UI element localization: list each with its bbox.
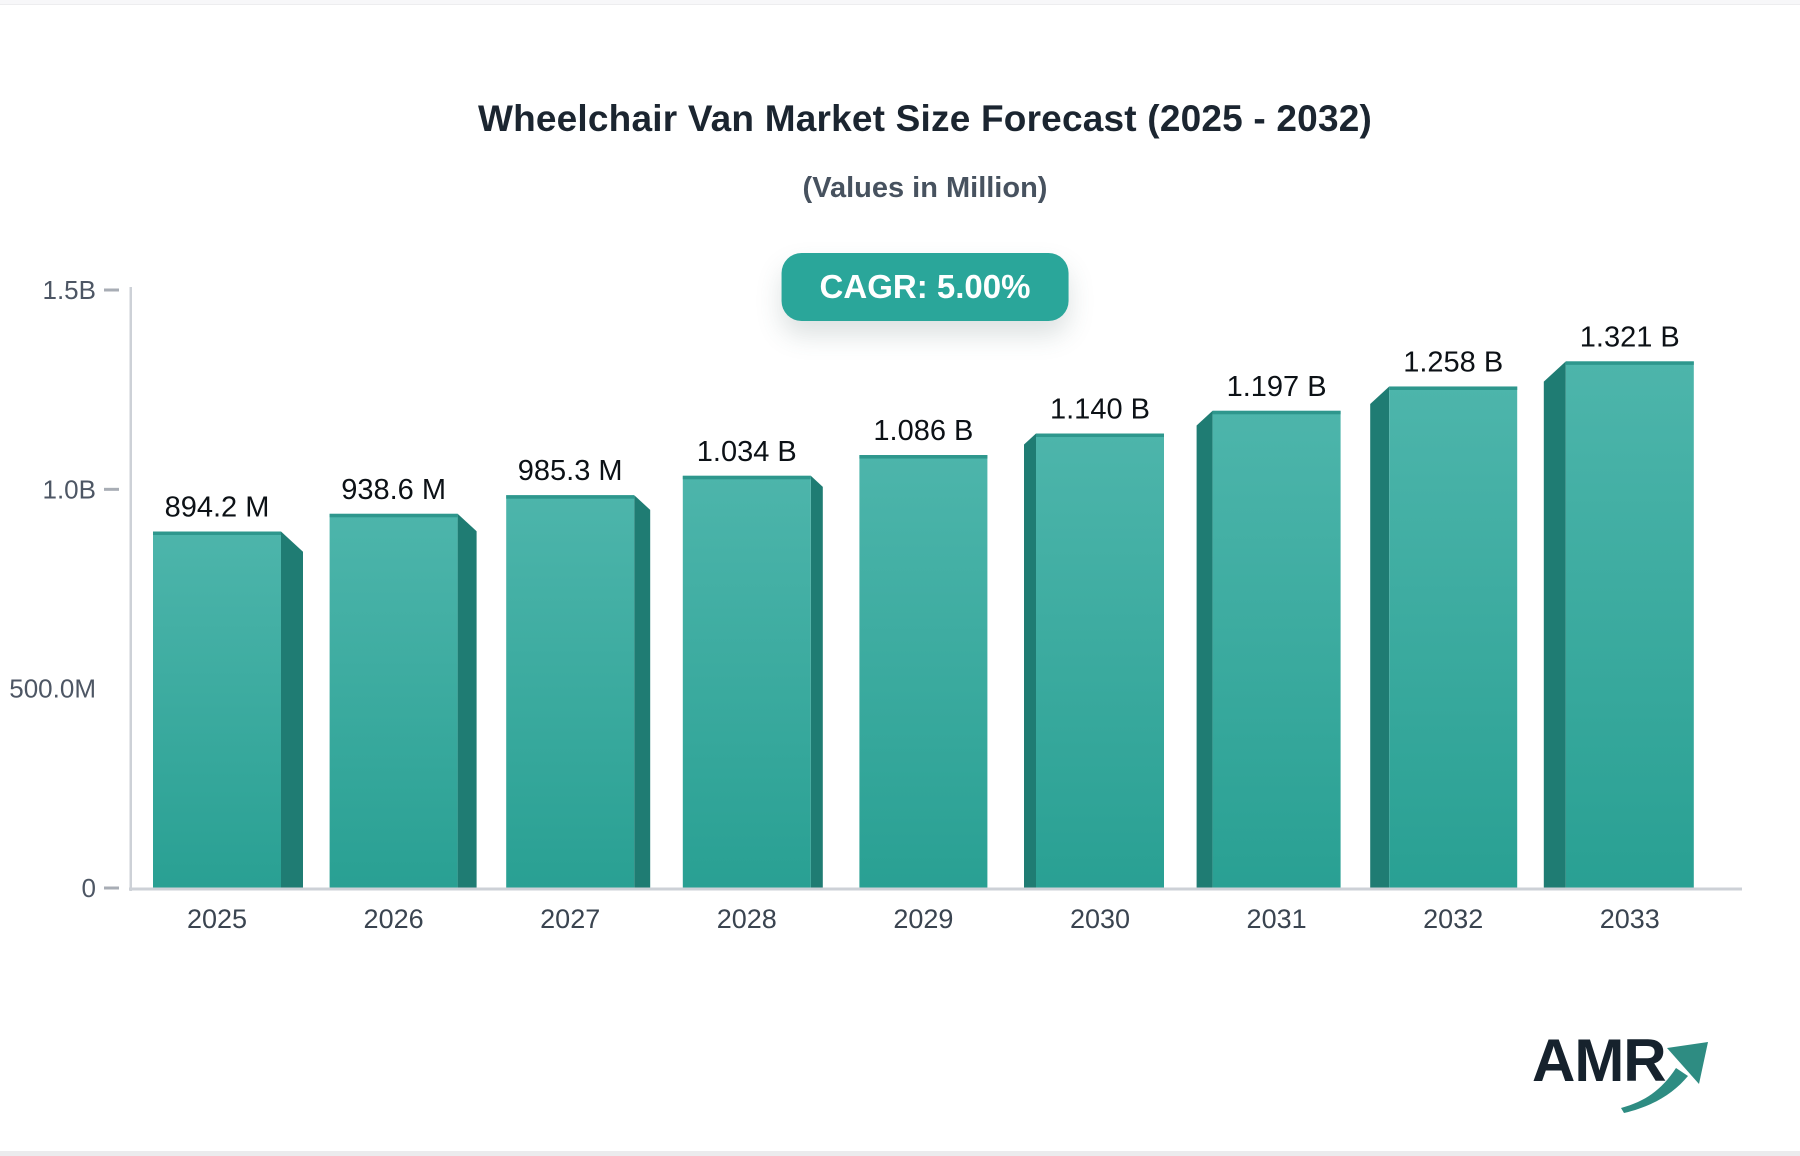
bar-value-label: 1.140 B [1050,394,1150,426]
bar-top-edge [329,513,458,518]
x-axis-label: 2028 [717,904,777,934]
bar-value-label: 938.6 M [341,474,446,506]
y-axis-tick-dash [104,886,119,890]
bar-side-face [1024,433,1036,888]
y-axis-tick-label: 1.0B [43,474,97,504]
bar-side-face [1370,386,1390,888]
bar-side-face [810,475,823,888]
bar-2033 [1565,361,1694,888]
bar-top-edge [153,531,281,536]
bar-side-face [1196,410,1213,888]
bar-value-label: 1.258 B [1403,346,1503,378]
x-axis-label: 2026 [364,904,424,934]
bar-top-edge [682,475,811,480]
bar-2028 [682,475,811,888]
bar-top-edge [1389,386,1518,390]
bar-side-face [281,531,303,888]
x-axis-label: 2025 [187,904,247,934]
bar-2025 [153,531,281,888]
x-axis-label: 2032 [1423,904,1483,934]
y-axis-tick-label: 0 [82,873,96,903]
bar-top-edge [506,495,635,499]
bar-value-label: 1.197 B [1227,371,1327,403]
bar-side-face [457,513,477,888]
x-axis-label: 2033 [1600,904,1660,934]
x-axis-label: 2027 [540,904,600,934]
bar-2031 [1212,410,1341,888]
amr-logo: AMR [1532,1027,1732,1127]
top-edge-strip [0,0,1800,5]
bottom-edge-strip [0,1151,1800,1156]
x-axis-label: 2030 [1070,904,1130,934]
y-axis-tick-dash [104,288,119,292]
bar-top-edge [1565,361,1694,365]
y-axis-line [129,287,132,891]
bar-2027 [506,495,635,888]
bar-side-face [634,495,651,888]
amr-logo-text: AMR [1532,1027,1667,1094]
bar-value-label: 1.086 B [873,415,973,447]
bar-value-label: 1.034 B [697,436,797,468]
x-axis-line [129,887,1742,891]
bar-top-edge [1036,433,1164,438]
bar-2026 [329,513,458,888]
bar-top-edge [1212,410,1341,415]
bar-2029 [859,455,988,888]
y-axis-tick-dash [104,487,119,491]
bar-top-edge [859,455,988,459]
bar-side-face [1543,361,1566,888]
y-axis-tick-label: 500.0M [9,674,96,704]
bar-2030 [1036,433,1164,888]
growth-arrow-icon [1621,1042,1708,1113]
chart-subtitle: (Values in Million) [802,172,1048,204]
bar-value-label: 894.2 M [165,492,270,524]
bar-value-label: 985.3 M [518,455,623,487]
cagr-badge: CAGR: 5.00% [781,253,1069,321]
y-axis-tick-label: 1.5B [43,275,97,305]
bar-value-label: 1.321 B [1580,321,1680,353]
bar-2032 [1389,386,1518,888]
x-axis-label: 2031 [1247,904,1307,934]
chart-title: Wheelchair Van Market Size Forecast (202… [477,98,1373,139]
x-axis-label: 2029 [893,904,953,934]
